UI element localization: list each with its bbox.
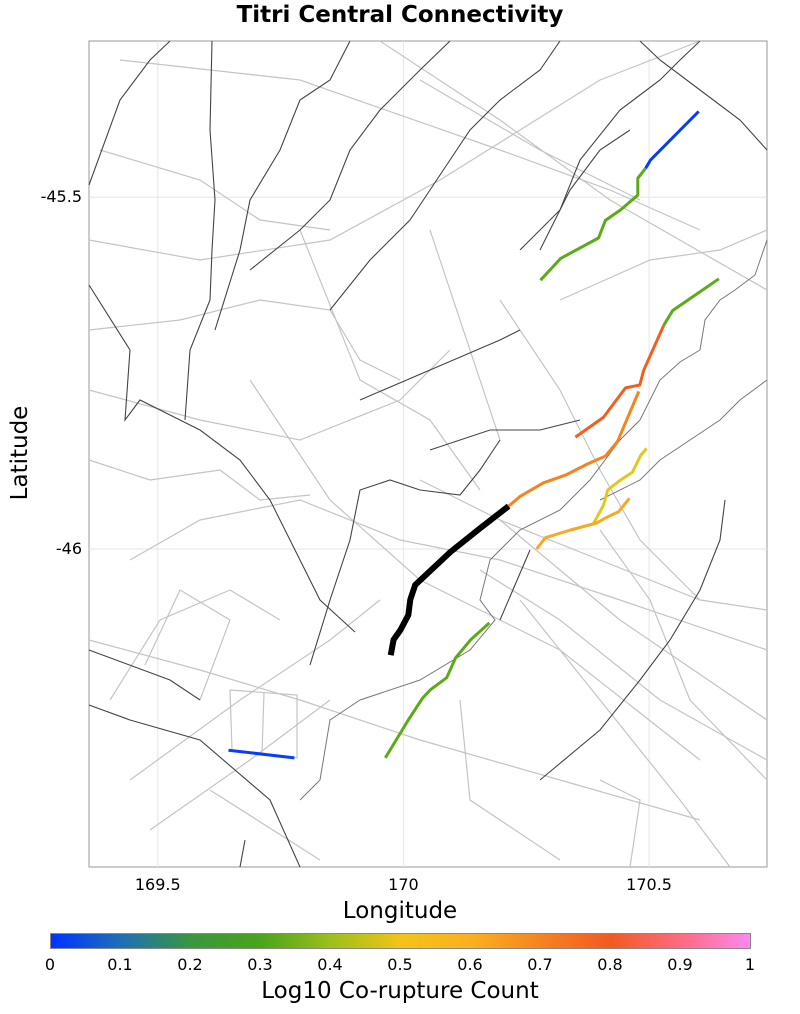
colorbar-tick: 0.4 [317,955,343,974]
dark-faults [88,40,768,868]
plot-frame [88,40,768,868]
colorbar-tick: 0.8 [597,955,623,974]
colorbar-tick: 1 [744,955,756,974]
fault-segment-green-n [539,167,647,282]
fault-segment-orange [507,390,641,508]
fault-source [387,503,511,656]
fault-segment-red-orange [574,324,666,439]
fault-segment-blue-sw [228,748,295,760]
fault-segment-green-s [384,621,491,759]
rupture-segments [228,110,720,760]
x-tick-label: 169.5 [134,875,181,894]
colorbar-tick: 0.7 [527,955,553,974]
y-tick-label: -46 [55,538,82,558]
fault-segment-blue-ne [644,110,700,170]
y-tick-label: -45.5 [40,187,82,207]
background-faults [88,40,768,868]
grid [89,41,767,867]
x-axis-label: Longitude [342,898,458,924]
colorbar-tick: 0.3 [247,955,273,974]
fault-segment-light-orange [535,497,631,550]
coastline [299,239,768,801]
fault-segment-yellow [591,447,648,526]
y-axis-label: Latitude [7,405,33,501]
chart-title: Titri Central Connectivity [236,2,564,28]
x-tick-label: 170 [388,875,419,894]
colorbar [50,933,751,949]
colorbar-tick: 0.1 [107,955,133,974]
colorbar-tick: 0.9 [667,955,693,974]
colorbar-label: Log10 Co-rupture Count [261,978,539,1004]
x-tick-label: 170.5 [626,875,672,894]
colorbar-tick: 0.2 [177,955,203,974]
fault-segment-green-e [662,277,720,326]
colorbar-tick: 0.5 [387,955,413,974]
colorbar-tick: 0 [44,955,56,974]
colorbar-tick: 0.6 [457,955,483,974]
